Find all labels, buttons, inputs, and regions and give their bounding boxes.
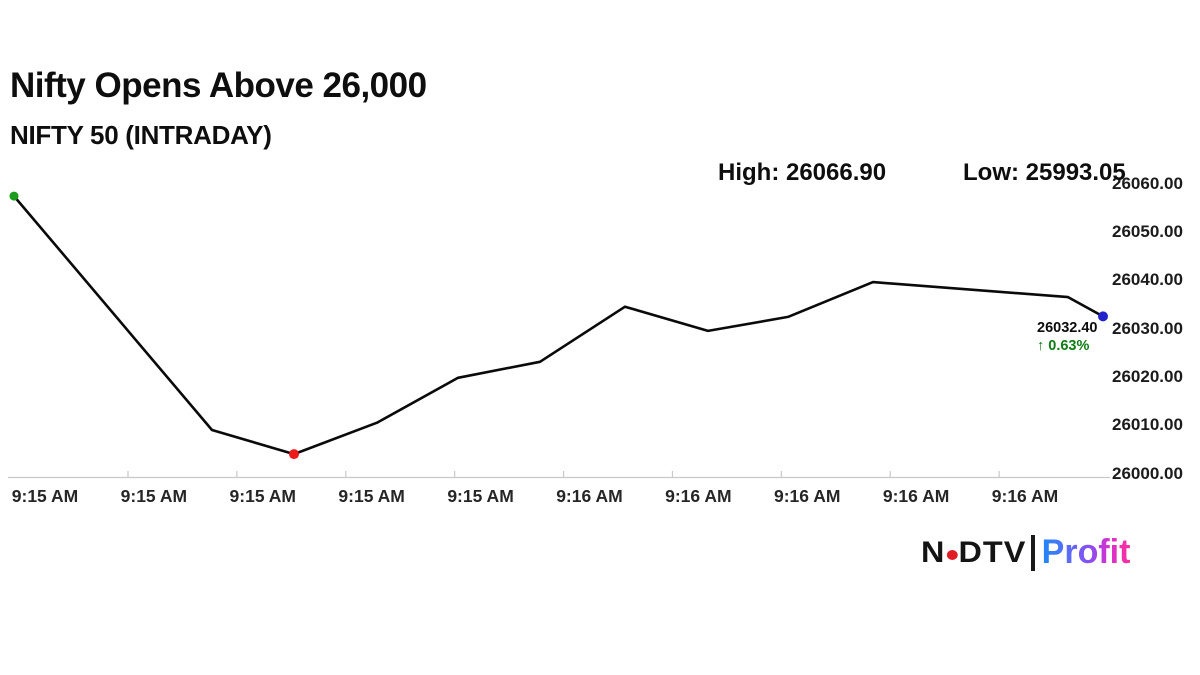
logo-divider [1030,534,1035,571]
x-tick-label: 9:15 AM [11,486,79,506]
x-tick-label: 9:16 AM [991,486,1059,506]
y-tick-label: 26010.00 [1112,415,1183,435]
x-tick-label: 9:15 AM [338,486,405,506]
ndtv-letters-dtv: DTV [958,535,1027,569]
last-price-label: 26032.40 [1037,320,1098,336]
x-tick-label: 9:15 AM [447,486,514,506]
ndtv-logo-text: N DTV [921,536,1026,570]
high-value-label: High: 26066.90 [718,159,887,186]
x-tick-label: 9:16 AM [665,486,732,506]
y-tick-label: 26060.00 [1112,173,1183,193]
x-tick-label: 9:16 AM [882,486,950,506]
profit-logo-text: Profit [1041,533,1131,571]
ndtv-letter-n: N [921,535,946,569]
y-tick-label: 26040.00 [1112,270,1183,290]
y-tick-label: 26030.00 [1112,318,1183,338]
low-marker [289,449,299,460]
x-tick-label: 9:16 AM [556,486,623,506]
y-tick-label: 26000.00 [1112,463,1183,483]
last-change-label: ↑ 0.63% [1037,338,1090,354]
last-marker [1098,311,1108,322]
ndtv-profit-logo: N DTV Profit [921,533,1130,572]
page-title: Nifty Opens Above 26,000 [10,66,427,105]
low-value-label: Low: 25993.05 [963,159,1126,186]
y-tick-label: 26020.00 [1112,366,1183,386]
chart-subtitle: NIFTY 50 (INTRADAY) [10,120,272,150]
x-tick-label: 9:15 AM [120,486,188,506]
x-tick-label: 9:15 AM [229,486,296,506]
ndtv-red-dot-icon [946,549,958,560]
price-line [12,194,1105,456]
open-marker [9,191,19,201]
x-tick-label: 9:16 AM [773,486,841,506]
y-tick-label: 26050.00 [1112,221,1183,241]
